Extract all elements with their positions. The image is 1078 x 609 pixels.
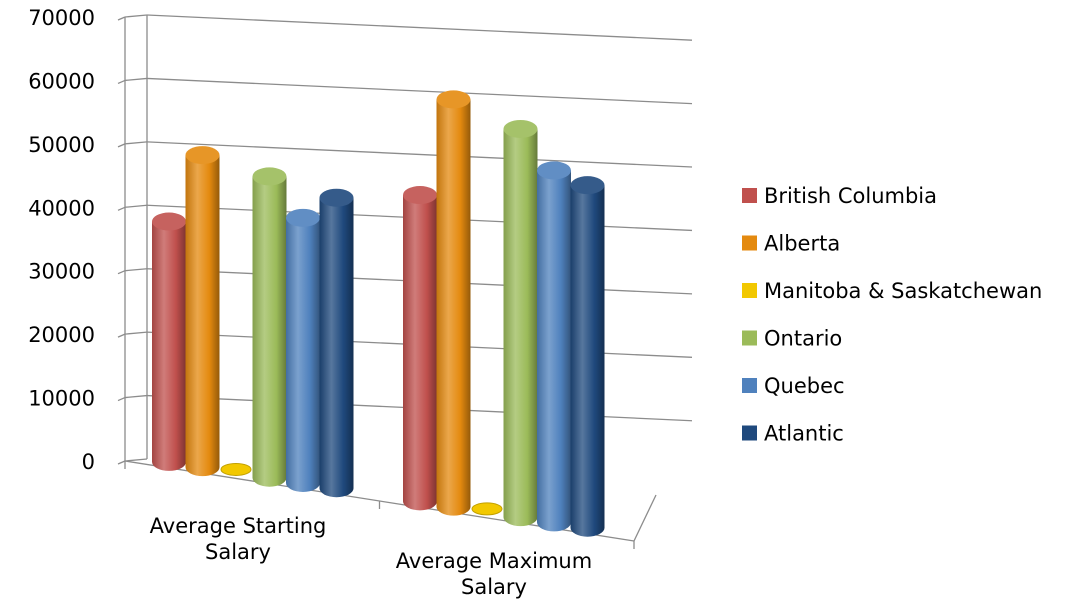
legend-item-ontario: Ontario — [742, 327, 842, 351]
bar-top — [503, 119, 538, 138]
y-tick-mark — [117, 16, 126, 21]
bar-zero-disc — [471, 502, 503, 516]
y-tick-mark — [117, 396, 126, 402]
bar-manitoba-and-saskatchewan-starting — [220, 462, 252, 476]
bar-top — [319, 188, 354, 207]
legend-item-atlantic: Atlantic — [742, 422, 844, 446]
legend-swatch — [742, 235, 757, 251]
gridline — [146, 77, 693, 105]
y-tick-label: 60000 — [28, 69, 95, 93]
bar-alberta-maximum — [436, 90, 471, 516]
y-tick-mark — [117, 270, 126, 275]
bar-british-columbia-maximum — [403, 186, 437, 511]
gridline — [146, 141, 693, 168]
depth-connector — [124, 141, 148, 145]
bar-body — [185, 155, 220, 477]
bar-body — [503, 128, 538, 527]
bar-alberta-starting — [185, 146, 220, 477]
legend-item-manitoba-and-saskatchewan: Manitoba & Saskatchewan — [742, 279, 1042, 303]
bar-top — [403, 186, 437, 205]
floor-right-edge — [633, 494, 657, 542]
legend-item-quebec: Quebec — [742, 374, 845, 398]
y-tick-label: 0 — [82, 450, 95, 474]
legend-swatch — [742, 188, 757, 203]
bar-body — [286, 217, 320, 492]
legend-swatch — [742, 330, 757, 346]
legend-swatch — [742, 378, 757, 393]
y-tick-label: 30000 — [28, 260, 95, 284]
bar-quebec-maximum — [537, 161, 571, 532]
bar-body — [436, 99, 471, 516]
legend-label: Ontario — [764, 327, 842, 351]
bar-ontario-starting — [252, 167, 287, 487]
y-tick-label: 20000 — [28, 323, 95, 347]
legend-item-alberta: Alberta — [742, 232, 840, 256]
depth-connector — [124, 331, 148, 335]
bar-zero-disc — [220, 462, 252, 476]
bar-ontario-maximum — [503, 119, 538, 527]
bar-top — [185, 146, 220, 165]
bar-top — [436, 90, 471, 109]
y-tick-label: 50000 — [28, 133, 95, 157]
legend-label: Atlantic — [764, 422, 844, 446]
y-tick-mark — [117, 333, 126, 338]
y-axis-tick-labels: 0 10000 20000 30000 40000 50000 60000 70000 — [28, 6, 95, 474]
y-tick-label: 10000 — [28, 387, 95, 411]
y-tick-label: 70000 — [28, 6, 95, 30]
x-category-label: Average Starting Salary — [150, 514, 327, 564]
legend: British Columbia Alberta Manitoba & Saskat… — [742, 184, 1042, 446]
bar-british-columbia-starting — [152, 212, 186, 471]
y-tick-mark — [117, 460, 126, 465]
legend-item-british-columbia: British Columbia — [742, 184, 937, 208]
bar-body — [319, 197, 354, 498]
legend-swatch — [742, 425, 757, 441]
x-axis-category-labels: Average Starting Salary Average Maximum Sal… — [150, 514, 593, 599]
bar-top — [537, 161, 571, 180]
bar-top — [286, 208, 320, 227]
y-tick-mark — [117, 143, 126, 148]
depth-connector — [124, 394, 148, 399]
bars — [152, 90, 605, 537]
bar-top — [252, 167, 287, 186]
bar-atlantic-starting — [319, 188, 354, 498]
bar-atlantic-maximum — [570, 176, 605, 537]
depth-connector — [124, 77, 148, 82]
y-tick-mark — [117, 79, 126, 85]
legend-swatch — [742, 283, 757, 298]
bar-body — [152, 221, 186, 471]
legend-label: Manitoba & Saskatchewan — [764, 279, 1042, 303]
y-tick-label: 40000 — [28, 196, 95, 220]
bar-body — [252, 176, 287, 487]
depth-connector — [124, 14, 148, 18]
bar-quebec-starting — [286, 208, 320, 492]
bar-manitoba-and-saskatchewan-maximum — [471, 502, 503, 516]
x-category-label: Average Maximum Salary — [396, 549, 592, 599]
bar-body — [570, 185, 605, 537]
legend-label: British Columbia — [764, 184, 937, 208]
y-tick-mark — [117, 206, 126, 211]
legend-label: Quebec — [764, 374, 845, 398]
depth-connector — [124, 204, 148, 208]
depth-connector — [124, 268, 148, 272]
depth-connector — [124, 458, 148, 462]
gridline — [146, 14, 693, 41]
bar-body — [537, 170, 571, 532]
bar-body — [403, 195, 437, 511]
bar-top — [570, 176, 605, 195]
bar-top — [152, 212, 186, 231]
legend-label: Alberta — [764, 232, 840, 256]
